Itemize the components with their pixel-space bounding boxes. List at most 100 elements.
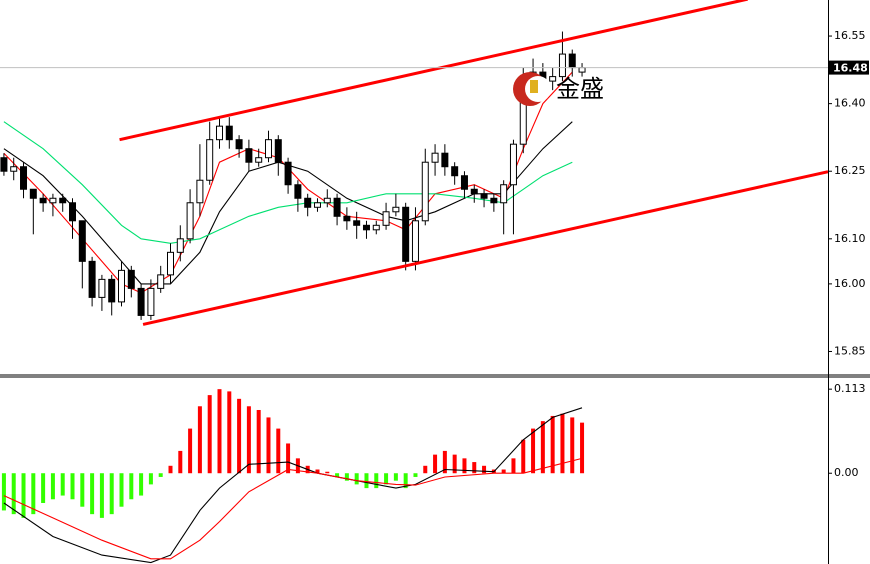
histogram-bar <box>217 389 222 474</box>
histogram-bar <box>354 473 359 485</box>
histogram-bar <box>50 473 55 500</box>
histogram-bar <box>325 471 330 474</box>
candle-body <box>245 148 253 163</box>
histogram-bar <box>393 473 398 481</box>
histogram-bar <box>129 473 134 500</box>
y-tick-label: 16.10 <box>834 232 866 245</box>
candle-body <box>490 197 498 204</box>
histogram-bar <box>462 458 467 474</box>
y-tick-label: 16.25 <box>834 164 866 177</box>
trend-line <box>119 0 748 142</box>
histogram-bar <box>511 458 516 474</box>
candle-body <box>392 206 400 213</box>
histogram-bar <box>550 415 555 474</box>
histogram-bar <box>148 473 153 485</box>
histogram-bar <box>119 473 124 507</box>
candle-body <box>470 188 478 195</box>
candle-body <box>500 184 508 204</box>
histogram-bar <box>60 473 65 496</box>
histogram-bar <box>227 391 232 474</box>
histogram-bar <box>31 473 36 515</box>
histogram-bar <box>521 439 526 474</box>
candle-body <box>108 278 116 303</box>
histogram-bar <box>344 473 349 481</box>
histogram-bar <box>188 428 193 474</box>
candle-body <box>304 197 312 208</box>
histogram-bar <box>266 417 271 474</box>
histogram-bar <box>374 473 379 489</box>
logo-mark <box>530 80 538 93</box>
y-tick-label: 16.55 <box>834 29 866 42</box>
candle-body <box>480 193 488 199</box>
candle-body <box>549 76 557 82</box>
candle-body <box>441 152 449 168</box>
histogram-bar <box>531 428 536 474</box>
candle-body <box>127 269 135 289</box>
candle-body <box>39 197 47 204</box>
candle-body <box>343 215 351 222</box>
indicator-line <box>3 121 573 244</box>
candle-body <box>137 287 145 316</box>
histogram-bar <box>364 473 369 489</box>
histogram-bar <box>80 473 85 507</box>
candle-body <box>353 220 361 226</box>
candle-body <box>78 220 86 262</box>
histogram-bar <box>403 473 408 489</box>
histogram-bar <box>560 413 565 474</box>
candle-body <box>49 197 57 204</box>
histogram-bar <box>139 473 144 496</box>
candle-body <box>29 188 37 199</box>
histogram-bar <box>452 454 457 474</box>
histogram-bar <box>99 473 104 518</box>
y-tick-label: 16.40 <box>834 97 866 110</box>
candle-body <box>313 202 321 208</box>
histogram-bar <box>501 469 506 474</box>
candle-body <box>235 139 243 150</box>
candle-body <box>196 179 204 204</box>
candle-body <box>206 139 214 181</box>
candle-body <box>421 161 429 222</box>
histogram-bar <box>1 473 6 511</box>
histogram-bar <box>472 462 477 474</box>
histogram-bar <box>433 454 438 474</box>
candle-body <box>451 166 459 177</box>
histogram-bar <box>168 465 173 474</box>
indicator-line <box>3 457 583 560</box>
candle-body <box>431 152 439 163</box>
candle-body <box>323 197 331 204</box>
candle-body <box>10 166 18 172</box>
histogram-bar <box>286 443 291 474</box>
candle-body <box>147 287 155 316</box>
plot-area <box>1 389 585 564</box>
histogram-bar <box>276 428 281 474</box>
candle-body <box>284 161 292 186</box>
histogram-bar <box>413 473 418 477</box>
candle-body <box>578 67 586 73</box>
histogram-bar <box>11 473 16 515</box>
candle-body <box>255 157 263 163</box>
y-tick-label: 16.00 <box>834 277 866 290</box>
candle-body <box>157 274 165 289</box>
candle-body <box>558 53 566 78</box>
histogram-bar <box>207 395 212 474</box>
candle-body <box>59 197 67 204</box>
plot-area <box>0 0 828 326</box>
histogram-bar <box>423 465 428 474</box>
indicator-line <box>3 121 573 285</box>
histogram-bar <box>570 417 575 474</box>
last-price-label: 16.48 <box>833 62 868 75</box>
candle-body <box>225 125 233 141</box>
candle-body <box>509 143 517 186</box>
histogram-bar <box>256 409 261 474</box>
histogram-bar <box>540 421 545 474</box>
candle-body <box>215 125 223 141</box>
histogram-bar <box>109 473 114 515</box>
histogram-bar <box>442 450 447 474</box>
histogram-bar <box>335 473 340 477</box>
histogram-bar <box>315 469 320 474</box>
candle-body <box>166 251 174 276</box>
candle-body <box>186 202 194 240</box>
trend-line <box>142 170 828 326</box>
candle-body <box>362 224 370 231</box>
candle-body <box>0 157 8 172</box>
